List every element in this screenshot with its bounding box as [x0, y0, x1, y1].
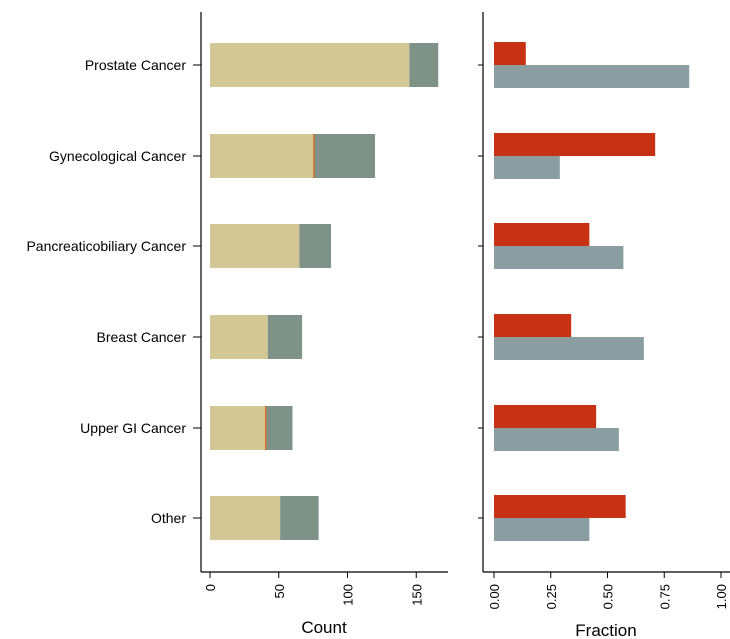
- fraction-bar-breast-cancer-s2: [494, 337, 644, 360]
- count-x-axis: 0 50 100 150: [201, 571, 448, 606]
- category-label-breast-cancer: Breast Cancer: [97, 329, 187, 345]
- fraction-x-tick-label: 0.50: [601, 584, 616, 609]
- count-bar-gynecological-cancer-seg2: [313, 134, 315, 178]
- fraction-bar-pancreaticobiliary-cancer-s2: [494, 246, 624, 269]
- count-bars: [210, 43, 439, 540]
- count-x-tick-label: 0: [203, 584, 218, 591]
- fraction-axis-title: Fraction: [575, 621, 636, 639]
- count-x-tick-label: 100: [341, 584, 356, 606]
- count-bar-upper-gi-cancer-seg3: [266, 406, 293, 450]
- count-bar-prostate-cancer-seg1: [210, 43, 410, 87]
- count-bar-upper-gi-cancer-seg1: [210, 406, 265, 450]
- count-bar-breast-cancer-seg3: [267, 315, 303, 359]
- fraction-bar-upper-gi-cancer-s1: [494, 405, 597, 428]
- fraction-bar-upper-gi-cancer-s2: [494, 428, 619, 451]
- fraction-x-tick-label: 0.75: [657, 584, 672, 609]
- count-bar-other-seg3: [280, 496, 319, 540]
- count-panel: Prostate Cancer Gynecological Cancer Pancr…: [26, 12, 448, 637]
- fraction-x-axis: 0.00 0.25 0.50 0.75 1.00: [483, 571, 730, 609]
- fraction-bar-gynecological-cancer-s2: [494, 156, 560, 179]
- fraction-category-ticks: [478, 64, 483, 519]
- count-bar-pancreaticobiliary-cancer-seg3: [299, 224, 331, 268]
- fraction-x-tick-label: 1.00: [714, 584, 729, 609]
- count-bar-pancreaticobiliary-cancer-seg1: [210, 224, 300, 268]
- category-label-pancreaticobiliary-cancer: Pancreaticobiliary Cancer: [26, 238, 186, 254]
- category-label-prostate-cancer: Prostate Cancer: [85, 57, 186, 73]
- fraction-bar-gynecological-cancer-s1: [494, 133, 656, 156]
- category-labels: Prostate Cancer Gynecological Cancer Pancr…: [26, 57, 201, 526]
- count-x-tick-label: 50: [272, 584, 287, 598]
- fraction-bar-breast-cancer-s1: [494, 314, 572, 337]
- count-bar-breast-cancer-seg1: [210, 315, 268, 359]
- fraction-bar-pancreaticobiliary-cancer-s1: [494, 223, 590, 246]
- count-bar-other-seg1: [210, 496, 281, 540]
- fraction-x-tick-label: 0.00: [487, 584, 502, 609]
- category-label-other: Other: [151, 510, 186, 526]
- count-axis-title: Count: [301, 618, 347, 637]
- fraction-bar-other-s2: [494, 518, 590, 541]
- category-label-upper-gi-cancer: Upper GI Cancer: [80, 420, 186, 436]
- fraction-bar-prostate-cancer-s1: [494, 42, 526, 65]
- count-bar-prostate-cancer-seg3: [409, 43, 439, 87]
- category-label-gynecological-cancer: Gynecological Cancer: [49, 148, 186, 164]
- fraction-panel: 0.00 0.25 0.50 0.75 1.00 Fraction: [478, 12, 730, 639]
- count-bar-gynecological-cancer-seg1: [210, 134, 314, 178]
- count-bar-upper-gi-cancer-seg2: [265, 406, 267, 450]
- fraction-bars: [494, 42, 690, 541]
- fraction-bar-other-s1: [494, 495, 626, 518]
- count-bar-gynecological-cancer-seg3: [314, 134, 375, 178]
- count-x-tick-label: 150: [409, 584, 424, 606]
- fraction-bar-prostate-cancer-s2: [494, 65, 690, 88]
- fraction-x-tick-label: 0.25: [544, 584, 559, 609]
